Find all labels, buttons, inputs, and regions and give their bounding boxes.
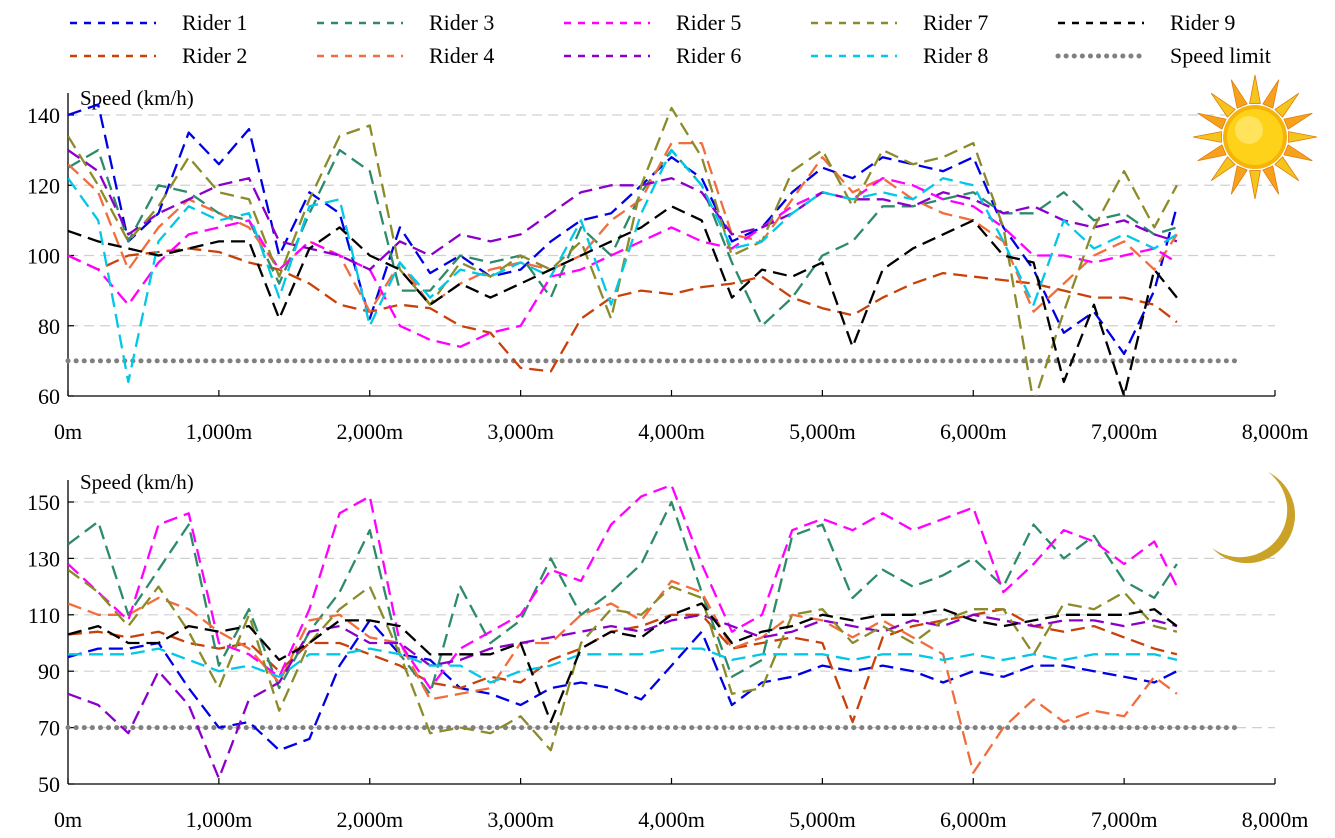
x-tick-label: 4,000m [638, 419, 705, 444]
series-line-rider-2 [68, 247, 1178, 373]
x-tick-label: 6,000m [940, 807, 1007, 832]
series-line-rider-8 [68, 647, 1178, 684]
legend-label: Rider 7 [923, 10, 988, 35]
legend-label: Rider 8 [923, 43, 988, 68]
legend-label: Rider 9 [1170, 10, 1235, 35]
y-tick-label: 120 [27, 173, 60, 198]
x-tick-label: 5,000m [789, 807, 856, 832]
day-speed-panel: Speed (km/h) 60 80 100 120 140 0m 1,000m 2,000m… [27, 86, 1308, 444]
y-tick-label: 140 [27, 103, 60, 128]
x-tick-label: 1,000m [186, 807, 253, 832]
series-line-rider-4 [68, 141, 1178, 313]
x-tick-label: 2,000m [336, 807, 403, 832]
x-tick-label: 3,000m [487, 419, 554, 444]
series-group [68, 103, 1179, 396]
series-line-rider-5 [68, 483, 1178, 690]
series-line-rider-9 [68, 602, 1178, 724]
series-line-rider-7 [68, 106, 1178, 396]
series-line-rider-6 [68, 149, 1178, 271]
series-line-rider-4 [68, 579, 1178, 774]
night-speed-panel: Speed (km/h) 50 70 90 110 130 150 0m 1,000m 2,00… [27, 470, 1308, 832]
chart-legend: Rider 1 Rider 2 Rider 3 Rider 4 Rider 5 Rider… [70, 10, 1271, 68]
y-tick-label: 60 [38, 384, 60, 409]
x-tick-label: 4,000m [638, 807, 705, 832]
series-line-rider-8 [68, 148, 1178, 384]
y-tick-label: 70 [38, 716, 60, 741]
legend-label: Rider 1 [182, 10, 247, 35]
x-tick-label: 8,000m [1242, 419, 1309, 444]
series-line-rider-3 [68, 500, 1178, 695]
x-tick-label: 8,000m [1242, 807, 1309, 832]
x-tick-label: 5,000m [789, 419, 856, 444]
x-tick-label: 3,000m [487, 807, 554, 832]
series-line-rider-9 [68, 205, 1178, 396]
y-tick-label: 80 [38, 314, 60, 339]
y-axis-label: Speed (km/h) [80, 470, 194, 494]
series-group [68, 483, 1178, 780]
sun-icon [1192, 74, 1318, 200]
y-tick-label: 150 [27, 490, 60, 515]
series-line-rider-3 [68, 148, 1178, 327]
y-tick-label: 50 [38, 772, 60, 797]
legend-label: Rider 4 [429, 43, 494, 68]
x-tick-label: 0m [54, 419, 82, 444]
legend-label: Rider 5 [676, 10, 741, 35]
legend-label: Rider 3 [429, 10, 494, 35]
y-axis-label: Speed (km/h) [80, 86, 194, 110]
y-tick-label: 130 [27, 546, 60, 571]
legend-label: Rider 6 [676, 43, 741, 68]
x-tick-label: 0m [54, 807, 82, 832]
x-tick-label: 6,000m [940, 419, 1007, 444]
x-tick-label: 7,000m [1091, 419, 1158, 444]
series-line-rider-1 [68, 103, 1179, 356]
legend-label: Speed limit [1170, 43, 1271, 68]
series-line-rider-6 [68, 613, 1178, 780]
series-line-rider-7 [68, 568, 1178, 752]
legend-label: Rider 2 [182, 43, 247, 68]
series-line-rider-1 [68, 619, 1178, 752]
y-tick-label: 100 [27, 244, 60, 269]
x-tick-label: 7,000m [1091, 807, 1158, 832]
y-tick-label: 90 [38, 659, 60, 684]
x-tick-label: 2,000m [336, 419, 403, 444]
moon-icon [1212, 472, 1296, 564]
series-line-rider-2 [68, 608, 1178, 724]
x-tick-label: 1,000m [186, 419, 253, 444]
y-tick-label: 110 [28, 603, 60, 628]
